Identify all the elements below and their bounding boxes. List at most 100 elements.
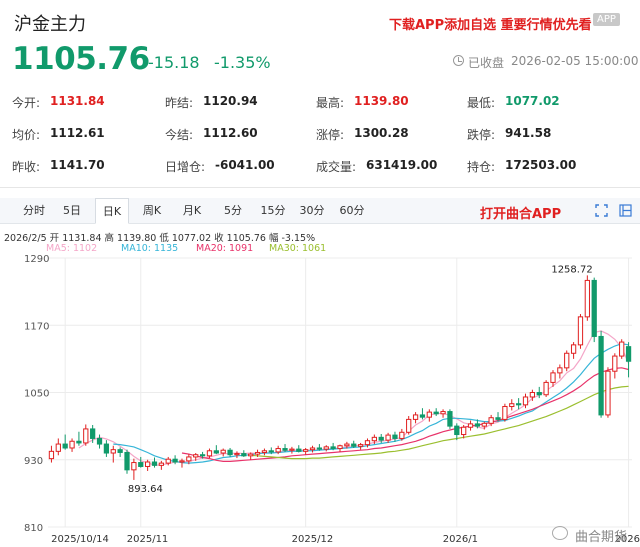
ma-line-ma30 xyxy=(250,385,629,460)
quote-label: 今结: xyxy=(165,128,194,142)
candle-body xyxy=(598,335,604,416)
ma-legend-item: MA20: 1091 xyxy=(196,243,254,254)
quote-label: 成交量: xyxy=(316,160,357,174)
candle-body xyxy=(344,443,350,447)
kline-chart[interactable]: 1290 1170 1050 930 810 2025/10/14 2025/11 2025/… xyxy=(0,250,640,547)
open-app-link[interactable]: 打开曲合APP xyxy=(480,207,562,222)
low-annotation: 893.64 xyxy=(128,484,163,495)
candle-body xyxy=(467,423,474,428)
candle-body xyxy=(90,428,96,439)
candle-body xyxy=(406,418,412,433)
candle-body xyxy=(158,462,164,466)
candle-body xyxy=(172,458,178,463)
candle-body xyxy=(124,451,130,471)
quote-value: 941.58 xyxy=(505,126,552,140)
candle-body xyxy=(509,403,515,408)
candle-body xyxy=(144,461,151,467)
quote-value: 1300.28 xyxy=(354,126,409,140)
candle-body xyxy=(234,453,240,456)
candle-body xyxy=(351,443,357,447)
quote-label: 均价: xyxy=(12,128,41,142)
tab-0[interactable]: 分时 xyxy=(23,204,45,217)
quote-label: 跌停: xyxy=(467,128,496,142)
candle-body xyxy=(48,450,55,460)
candle-body xyxy=(199,454,206,457)
quote-value: 1112.61 xyxy=(50,126,105,140)
quote-value: 1112.60 xyxy=(203,126,258,140)
candle-body xyxy=(495,417,501,420)
settings-icon[interactable] xyxy=(619,204,632,217)
candle-body xyxy=(461,426,467,436)
candle-body xyxy=(625,346,632,362)
candle-body xyxy=(131,462,137,471)
ma-legend-item: MA30: 1061 xyxy=(269,243,327,254)
candle-body xyxy=(577,316,584,346)
x-tick-label: 2025/11 xyxy=(127,534,169,545)
download-app-promo[interactable]: 下载APP添加自选 重要行情优先看 xyxy=(389,18,592,33)
candle-body xyxy=(206,450,213,457)
candle-body xyxy=(378,436,384,441)
candle-body xyxy=(612,355,618,372)
candle-body xyxy=(282,448,288,451)
candle-body xyxy=(433,411,439,415)
x-tick-label: 2026/2/5 xyxy=(615,534,640,545)
y-tick-label: 1290 xyxy=(24,254,49,265)
candle-body xyxy=(337,445,343,450)
quote-label: 日增仓: xyxy=(165,160,206,174)
candle-body xyxy=(303,449,309,452)
tab-4[interactable]: 月K xyxy=(182,204,202,217)
tab-3[interactable]: 周K xyxy=(142,204,162,217)
tab-7[interactable]: 30分 xyxy=(299,204,325,217)
quote-value: 1131.84 xyxy=(50,94,105,108)
candle-body xyxy=(399,431,405,439)
candle-body xyxy=(488,417,494,424)
tab-6[interactable]: 15分 xyxy=(260,204,286,217)
ma-line-ma20 xyxy=(181,367,629,462)
candle-body xyxy=(254,451,261,455)
candle-body xyxy=(385,434,391,441)
quote-value: 1141.70 xyxy=(50,158,105,172)
quote-label: 最高: xyxy=(316,96,345,110)
candle-body xyxy=(564,352,570,369)
candle-body xyxy=(62,443,68,449)
tab-5[interactable]: 5分 xyxy=(224,204,242,217)
candle-body xyxy=(83,428,89,444)
tab-1[interactable]: 5日 xyxy=(63,204,81,217)
quote-label: 持仓: xyxy=(467,160,496,174)
candle-body xyxy=(186,456,192,462)
watermark-text: 曲合期货 xyxy=(575,530,628,545)
candle-body xyxy=(110,449,116,454)
quote-value: 631419.00 xyxy=(366,158,438,172)
candle-body xyxy=(481,422,487,427)
candle-body xyxy=(55,443,61,452)
candle-body xyxy=(261,450,268,453)
tab-2[interactable]: 日K xyxy=(95,198,129,224)
app-badge[interactable]: APP xyxy=(593,13,620,26)
y-tick-label: 930 xyxy=(24,456,43,467)
candle-body xyxy=(591,279,597,337)
fullscreen-icon[interactable] xyxy=(595,204,608,217)
candle-body xyxy=(103,443,110,454)
candle-body xyxy=(447,411,453,427)
x-tick-label: 2026/1 xyxy=(443,534,478,545)
candle-body xyxy=(248,453,254,457)
y-tick-label: 1170 xyxy=(24,321,49,332)
candle-body xyxy=(69,440,75,449)
quote-value: 1139.80 xyxy=(354,94,409,108)
candle-body xyxy=(440,411,446,415)
y-tick-label: 810 xyxy=(24,523,43,534)
quote-label: 今开: xyxy=(12,96,41,110)
price-change-percent: -1.35% xyxy=(214,53,271,72)
candle-body xyxy=(296,448,302,452)
candle-body xyxy=(557,367,563,374)
candle-body xyxy=(536,392,542,396)
candle-body xyxy=(357,444,364,447)
candle-body xyxy=(117,449,123,453)
candle-body xyxy=(550,372,556,383)
candle-body xyxy=(529,392,536,398)
candle-body xyxy=(323,446,329,450)
candle-info-line: 2026/2/5 开 1131.84 高 1139.80 低 1077.02 收… xyxy=(4,233,316,244)
candle-body xyxy=(392,434,398,439)
candle-body xyxy=(419,414,426,418)
tab-8[interactable]: 60分 xyxy=(339,204,365,217)
